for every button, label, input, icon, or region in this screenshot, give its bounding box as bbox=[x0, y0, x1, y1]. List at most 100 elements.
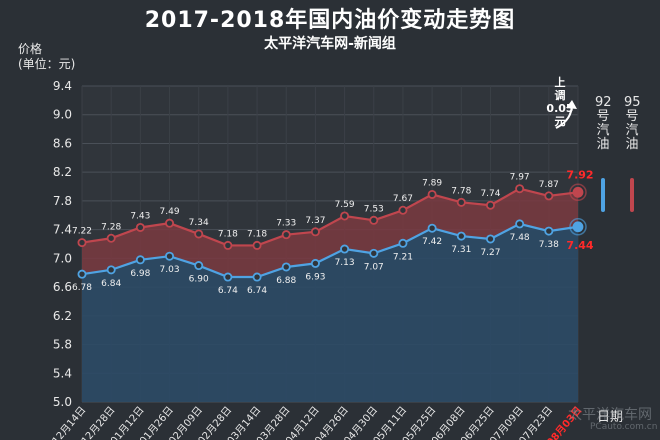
chart-title: 2017-2018年国内油价变动走势图 bbox=[144, 8, 516, 33]
series-95-point bbox=[485, 200, 495, 210]
adjust-line1: 上 bbox=[554, 76, 566, 89]
series-95-point bbox=[194, 229, 204, 239]
legend-95-label: 95号汽油 bbox=[624, 95, 641, 152]
series-95-data-label: 7.18 bbox=[218, 229, 238, 239]
series-92-point bbox=[223, 272, 233, 282]
series-92-line bbox=[81, 222, 579, 279]
y-tick-label: 5.8 bbox=[53, 338, 72, 352]
series-92-data-label: 7.42 bbox=[422, 237, 442, 247]
y-axis-label: 价格 (单位：元) bbox=[18, 42, 75, 72]
series-92-point bbox=[340, 244, 350, 254]
y-axis-label-line2: (单位：元) bbox=[18, 57, 76, 71]
series-92-data-label: 7.03 bbox=[160, 265, 180, 275]
series-95-data-label: 7.89 bbox=[422, 178, 442, 188]
series-95-point bbox=[456, 197, 466, 207]
series-92-data-label: 6.98 bbox=[130, 269, 150, 279]
series-92-point bbox=[77, 269, 87, 279]
series-92-data-label: 7.38 bbox=[539, 240, 559, 250]
y-tick-label: 9.4 bbox=[53, 79, 72, 93]
y-axis-label-line1: 价格 bbox=[18, 42, 43, 56]
series-92-point bbox=[165, 251, 175, 261]
series-95-point bbox=[310, 227, 320, 237]
series-92-point-halo bbox=[569, 218, 587, 236]
y-tick-label: 5.4 bbox=[53, 366, 72, 380]
series-92-point bbox=[135, 255, 145, 265]
series-92-point bbox=[427, 223, 437, 233]
series-95-point bbox=[369, 215, 379, 225]
series-92-data-label: 6.74 bbox=[247, 286, 267, 296]
x-tick-label: 12月14日 bbox=[50, 404, 88, 440]
series-95-point bbox=[427, 189, 437, 199]
series-95-line bbox=[81, 187, 579, 247]
series-92-point bbox=[572, 221, 584, 233]
legend-95-swatch bbox=[630, 178, 634, 212]
series-95-data-label: 7.18 bbox=[247, 229, 267, 239]
series-95-point bbox=[252, 240, 262, 250]
series-92-point bbox=[398, 238, 408, 248]
series-95-point bbox=[165, 218, 175, 228]
series-95-data-label: 7.78 bbox=[451, 186, 471, 196]
y-tick-label: 7.0 bbox=[53, 251, 72, 265]
y-tick-label: 7.4 bbox=[53, 223, 72, 237]
series-95-data-label: 7.67 bbox=[393, 194, 413, 204]
watermark: 太平洋汽车网 bbox=[568, 407, 652, 423]
adjust-line3: 0.05 bbox=[546, 102, 574, 115]
series-92-data-label: 7.31 bbox=[451, 245, 471, 255]
y-tick-label: 8.6 bbox=[53, 136, 72, 150]
series-92-data-label: 7.44 bbox=[566, 239, 593, 252]
series-95-data-label: 7.59 bbox=[335, 200, 355, 210]
watermark-url: PCauto.com.cn bbox=[590, 422, 658, 432]
series-95-point bbox=[135, 222, 145, 232]
series-92-data-label: 6.88 bbox=[276, 276, 296, 286]
series-92-point bbox=[194, 261, 204, 271]
series-95-data-label: 7.22 bbox=[72, 227, 92, 237]
series-95-point bbox=[398, 205, 408, 215]
series-95-data-label: 7.87 bbox=[539, 180, 559, 190]
series-95-point-halo bbox=[569, 183, 587, 202]
series-95-point bbox=[223, 240, 233, 250]
series-95-data-label: 7.37 bbox=[305, 216, 325, 226]
legend-92-swatch bbox=[601, 178, 605, 212]
series-92-point bbox=[515, 219, 525, 229]
series-92-data-label: 7.21 bbox=[393, 252, 413, 262]
series-95-point bbox=[77, 238, 87, 248]
price-adjust-annotation: 上 调 0.05 元 bbox=[540, 76, 580, 128]
series-92-data-label: 7.27 bbox=[480, 248, 500, 258]
y-tick-label: 5.0 bbox=[53, 395, 72, 409]
series-95-band bbox=[82, 188, 578, 278]
series-95-data-label: 7.97 bbox=[510, 173, 530, 183]
series-92-data-label: 6.74 bbox=[218, 286, 238, 296]
series-92-point bbox=[544, 226, 554, 236]
series-92-data-label: 6.84 bbox=[101, 279, 121, 289]
series-92-data-label: 7.07 bbox=[364, 262, 384, 272]
series-95-point bbox=[572, 186, 584, 198]
series-95-data-label: 7.28 bbox=[101, 222, 121, 232]
series-92-data-label: 6.93 bbox=[305, 272, 325, 282]
up-arrow-head-icon bbox=[566, 100, 577, 109]
series-95-point bbox=[340, 211, 350, 221]
series-95-data-label: 7.74 bbox=[480, 189, 500, 199]
series-95-point bbox=[106, 233, 116, 243]
adjust-line4: 元 bbox=[554, 115, 566, 128]
series-92-point bbox=[252, 272, 262, 282]
series-95-data-label: 7.49 bbox=[160, 207, 180, 217]
series-92-data-label: 6.78 bbox=[72, 283, 92, 293]
series-95-data-label: 7.34 bbox=[189, 218, 209, 228]
y-tick-label: 7.8 bbox=[53, 194, 72, 208]
series-95-data-label: 7.43 bbox=[130, 211, 150, 221]
series-92-point bbox=[281, 262, 291, 272]
y-tick-label: 8.2 bbox=[53, 165, 72, 179]
y-tick-label: 6.2 bbox=[53, 309, 72, 323]
series-95-point bbox=[515, 184, 525, 194]
legend-92-label: 92号汽油 bbox=[595, 95, 612, 152]
y-tick-label: 9.0 bbox=[53, 108, 72, 122]
series-92-point bbox=[485, 234, 495, 244]
series-95-point bbox=[544, 191, 554, 201]
series-95-point bbox=[281, 230, 291, 240]
chart-subtitle: 太平洋汽车网-新闻组 bbox=[264, 36, 396, 52]
series-92-data-label: 7.13 bbox=[335, 258, 355, 268]
y-tick-label: 6.6 bbox=[53, 280, 72, 294]
series-95-data-label: 7.53 bbox=[364, 204, 384, 214]
series-92-point bbox=[310, 258, 320, 268]
